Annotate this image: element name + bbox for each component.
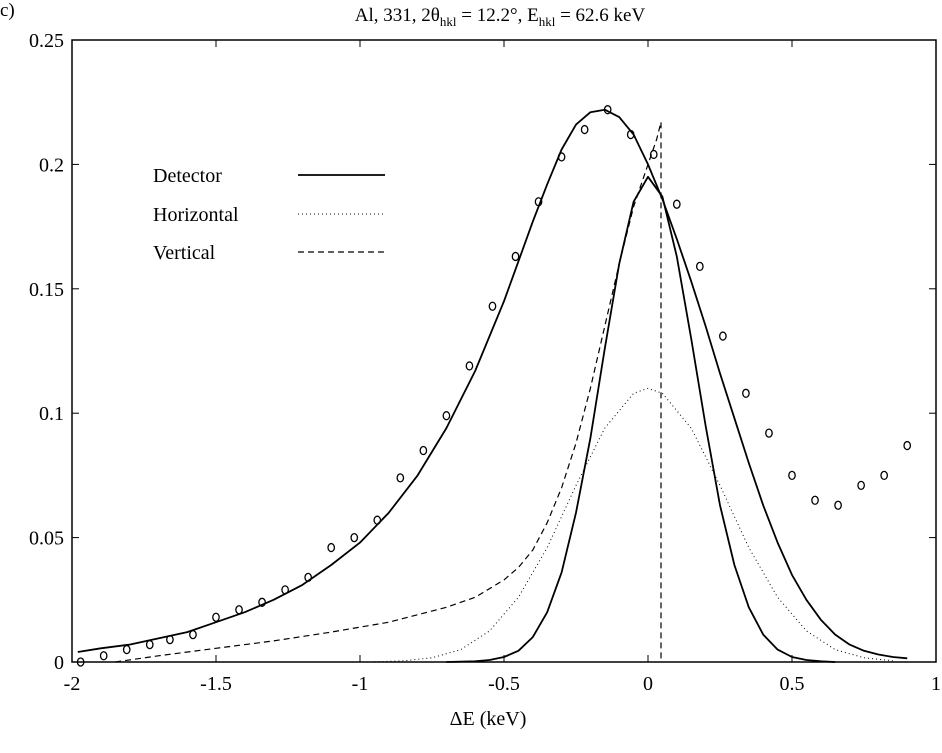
series-line-detector (446, 175, 836, 663)
panel-label: c) (0, 0, 15, 21)
data-point (212, 612, 220, 622)
data-point (373, 515, 382, 525)
data-point (189, 629, 197, 640)
data-point (788, 470, 796, 481)
data-point (649, 149, 658, 160)
data-point (350, 532, 359, 543)
x-tick-label: 0.5 (780, 673, 805, 695)
x-tick-label: 1 (931, 673, 941, 695)
title-theta-sub: hkl (440, 14, 457, 29)
data-point (511, 251, 520, 262)
y-tick-label: 0.2 (39, 154, 64, 176)
data-point (695, 261, 704, 272)
y-tick-label: 0.05 (29, 528, 64, 550)
series-line-model-fit (77, 108, 908, 660)
data-point (488, 301, 497, 311)
data-point (166, 634, 174, 645)
title-suffix: = 62.6 keV (555, 5, 645, 26)
y-tick-label: 0.25 (29, 30, 64, 52)
data-point (235, 605, 243, 615)
legend-label-vertical: Vertical (153, 242, 216, 264)
series-layer (77, 108, 908, 663)
title-middle: = 12.2°, E (457, 5, 539, 26)
legend-label-horizontal: Horizontal (153, 204, 239, 226)
data-point (557, 152, 566, 162)
legend: Detector Horizontal Vertical (153, 165, 385, 264)
data-point (442, 411, 451, 421)
data-point (880, 470, 889, 481)
data-point (99, 651, 108, 661)
x-tick-label: -0.5 (488, 673, 520, 695)
x-tick-label: -1 (352, 673, 369, 695)
data-point (258, 597, 266, 607)
x-tick-label: 0 (643, 673, 653, 695)
data-point (465, 361, 474, 371)
data-point (580, 124, 589, 135)
axis-ticks: -2 -1.5 -1 -0.5 0 0.5 1 0 0.05 0.1 0.15 0.2 0.25 (29, 30, 941, 695)
y-tick-label: 0.1 (39, 403, 64, 425)
data-point (122, 644, 131, 655)
series-line-vertical (115, 121, 662, 663)
data-point (742, 388, 750, 398)
data-point (672, 199, 681, 209)
series-line-horizontal (374, 387, 893, 663)
x-tick-label: -2 (64, 673, 81, 695)
data-point (811, 495, 819, 505)
data-point (603, 105, 612, 115)
data-point (534, 197, 543, 207)
x-axis-label: ΔE (keV) (450, 708, 527, 730)
plot-frame (71, 39, 937, 663)
data-point (719, 331, 727, 341)
legend-label-detector: Detector (153, 165, 222, 187)
data-point (626, 129, 635, 140)
chart-title: Al, 331, 2θhkl = 12.2°, Ehkl = 62.6 keV (355, 5, 646, 29)
data-point (304, 572, 313, 583)
data-point (396, 473, 405, 483)
data-point (76, 657, 85, 667)
data-point (327, 542, 336, 553)
y-tick-label: 0 (54, 652, 64, 674)
data-point (419, 445, 428, 456)
x-tick-label: -1.5 (200, 673, 232, 695)
y-tick-label: 0.15 (29, 279, 64, 301)
title-energy-sub: hkl (539, 14, 556, 29)
data-point (145, 639, 154, 650)
data-point (903, 440, 912, 451)
data-markers (76, 105, 912, 667)
data-point (834, 500, 842, 510)
title-prefix: Al, 331, 2θ (355, 5, 440, 26)
data-point (765, 428, 773, 438)
data-point (857, 480, 865, 491)
data-point (281, 585, 289, 595)
